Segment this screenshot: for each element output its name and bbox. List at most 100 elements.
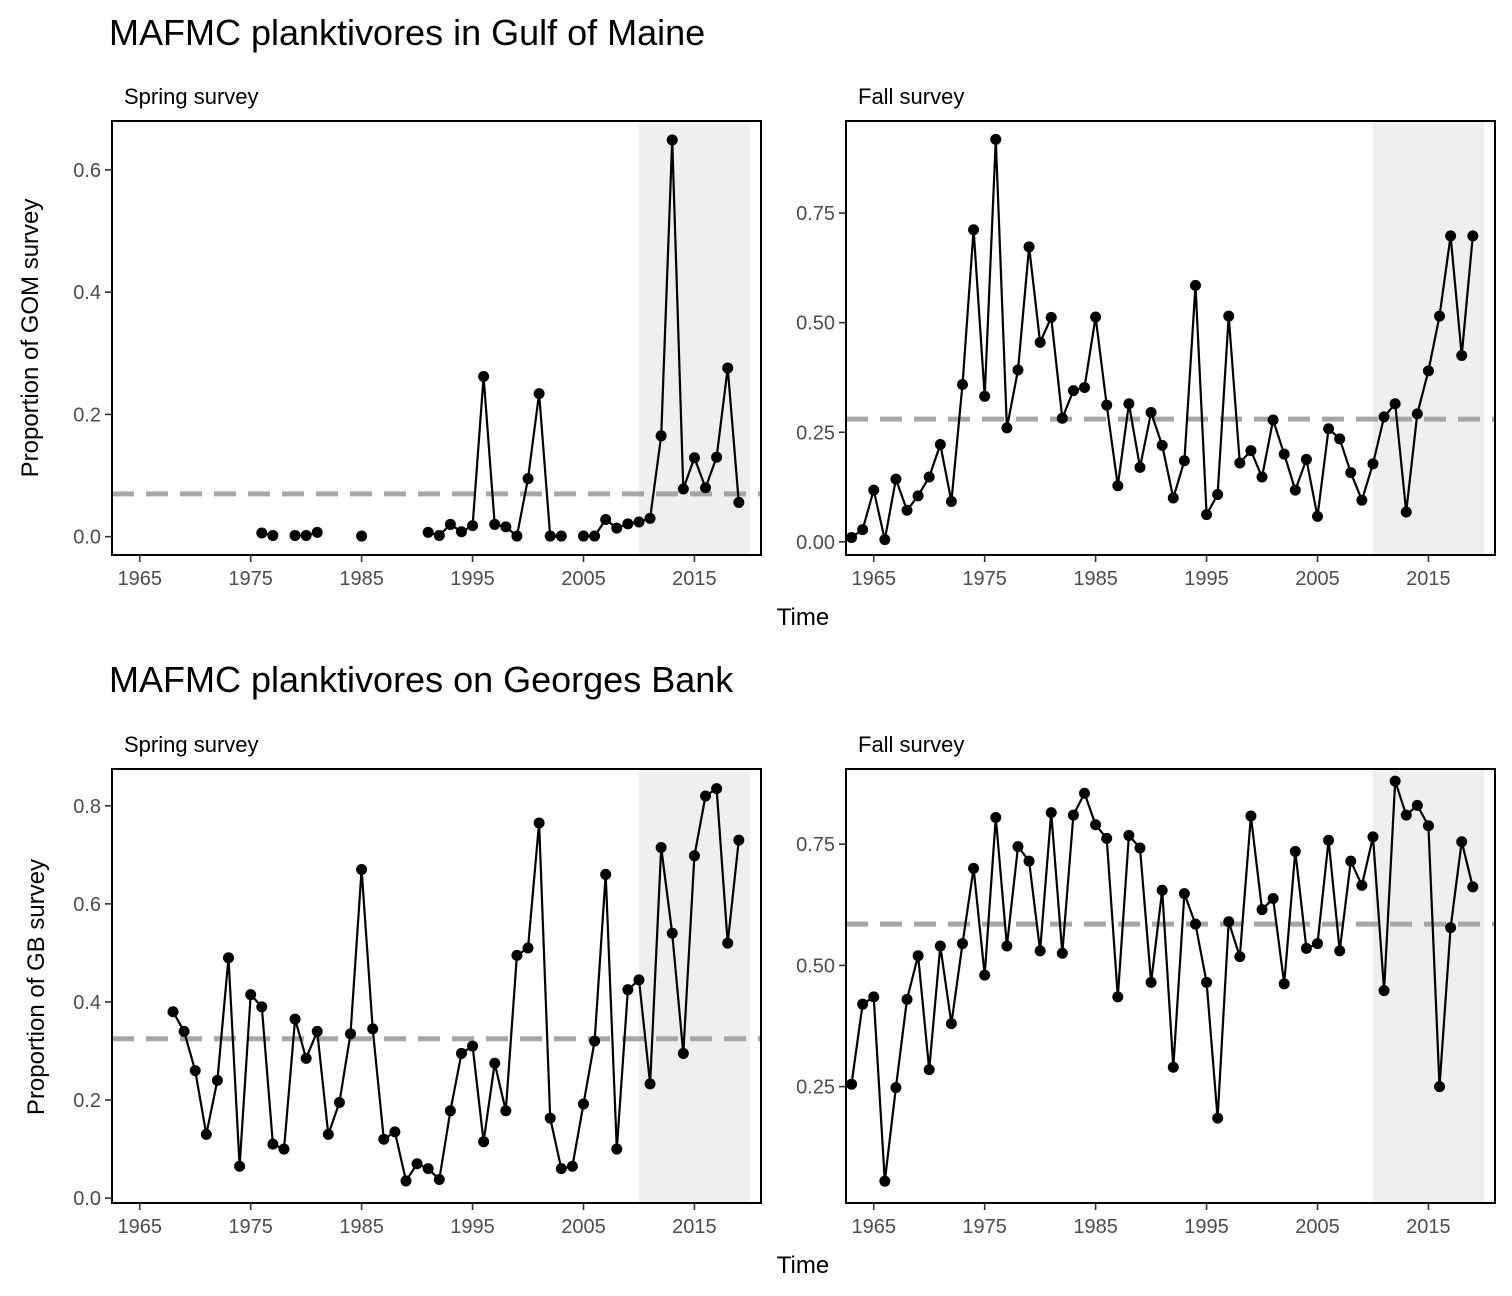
y-tick-label-0.00: 0.00 (796, 532, 835, 554)
y-tick-label-0.0: 0.0 (73, 527, 101, 549)
data-point-gom-spring-1993 (444, 518, 456, 530)
data-point-gom-fall-1997 (1223, 310, 1235, 322)
panel-border (111, 120, 762, 556)
data-point-gom-fall-1977 (1001, 422, 1013, 434)
data-point-gb-spring-2008 (611, 1143, 623, 1155)
data-point-gb-spring-1988 (389, 1126, 401, 1138)
x-tick-label-1975: 1975 (962, 1216, 1007, 1238)
data-point-gb-fall-1978 (1012, 841, 1024, 853)
data-point-gom-fall-1981 (1045, 311, 1057, 323)
data-point-gb-fall-1986 (1101, 832, 1113, 844)
strip-label-gb-spring: Spring survey (124, 732, 259, 757)
data-point-gom-spring-2005 (577, 530, 589, 542)
data-point-gb-fall-2019 (1467, 881, 1479, 893)
data-point-gom-spring-2006 (589, 530, 601, 542)
y-axis-title-gb: Proportion of GB survey (23, 859, 50, 1115)
data-point-gb-fall-2016 (1434, 1081, 1446, 1093)
data-point-gb-fall-2018 (1456, 836, 1468, 848)
data-point-gom-fall-2011 (1378, 411, 1390, 423)
data-point-gb-fall-1966 (879, 1175, 891, 1187)
data-point-gb-fall-1974 (968, 862, 980, 874)
data-point-gom-spring-1991 (422, 526, 434, 538)
data-point-gb-spring-1977 (267, 1138, 279, 1150)
data-point-gom-spring-2007 (600, 514, 612, 526)
data-point-gom-fall-1984 (1079, 382, 1091, 394)
y-tick-label-0.25: 0.25 (796, 422, 835, 444)
y-tick-label-0.6: 0.6 (73, 894, 101, 916)
data-point-gom-spring-1994 (455, 526, 467, 538)
data-point-gom-spring-2015 (688, 452, 700, 464)
data-point-gb-fall-1975 (979, 969, 991, 981)
x-axis-title-gb: Time (777, 1252, 829, 1279)
data-point-gom-spring-1998 (500, 521, 512, 533)
data-point-gb-spring-1987 (378, 1133, 390, 1145)
y-tick-label-0.50: 0.50 (796, 955, 835, 977)
data-point-gb-fall-1972 (945, 1018, 957, 1030)
data-point-gb-fall-1987 (1112, 991, 1124, 1003)
data-point-gb-fall-1963 (846, 1078, 858, 1090)
data-point-gom-fall-1986 (1101, 399, 1113, 411)
data-point-gb-fall-1981 (1045, 807, 1057, 819)
recent-period-shade (638, 769, 751, 1203)
data-point-gb-spring-1970 (189, 1065, 201, 1077)
x-tick-label-1995: 1995 (450, 1216, 495, 1238)
data-point-gb-spring-1999 (511, 949, 523, 961)
data-point-gom-fall-2014 (1411, 408, 1423, 420)
data-point-gb-spring-1993 (444, 1105, 456, 1117)
data-point-gom-spring-1996 (478, 371, 490, 383)
chart-title-gb: MAFMC planktivores on Georges Bank (109, 659, 734, 700)
data-point-gb-fall-1964 (857, 998, 869, 1010)
x-tick-label-1965: 1965 (851, 568, 896, 590)
data-point-gb-spring-1979 (289, 1013, 301, 1025)
data-point-gb-fall-1969 (912, 950, 924, 962)
data-point-gom-fall-1976 (990, 133, 1002, 145)
data-point-gom-fall-1971 (934, 439, 946, 451)
x-tick-label-1965: 1965 (117, 568, 162, 590)
data-point-gb-fall-1976 (990, 811, 1002, 823)
data-point-gb-fall-2005 (1311, 938, 1323, 950)
data-point-gb-spring-1990 (411, 1158, 423, 1170)
y-tick-label-0.8: 0.8 (73, 796, 101, 818)
x-tick-label-2015: 2015 (672, 1216, 717, 1238)
series-line-gom-spring-3 (427, 375, 562, 538)
data-point-gb-fall-1998 (1234, 951, 1246, 963)
data-point-gom-spring-2016 (700, 482, 712, 494)
data-point-gom-spring-2009 (622, 518, 634, 530)
recent-period-shade (1372, 121, 1485, 555)
data-point-gom-fall-1994 (1189, 279, 1201, 291)
data-point-gom-spring-2012 (655, 430, 667, 442)
data-point-gb-fall-1983 (1067, 809, 1079, 821)
panel-border (845, 768, 1496, 1204)
data-point-gb-fall-2002 (1278, 978, 1290, 990)
data-point-gb-spring-1972 (211, 1074, 223, 1086)
data-point-gom-fall-2016 (1434, 310, 1446, 322)
data-point-gom-fall-1989 (1134, 461, 1146, 473)
data-point-gb-fall-1990 (1145, 976, 1157, 988)
data-point-gb-spring-2007 (600, 868, 612, 880)
data-point-gb-fall-2014 (1411, 799, 1423, 811)
data-point-gb-fall-1992 (1167, 1061, 1179, 1073)
data-point-gom-spring-2003 (555, 530, 567, 542)
data-point-gb-fall-1977 (1001, 940, 1013, 952)
data-point-gom-spring-1979 (289, 529, 301, 541)
data-point-gom-fall-2017 (1445, 230, 1457, 242)
strip-label-gom-spring: Spring survey (124, 84, 259, 109)
data-point-gb-spring-1983 (333, 1096, 345, 1108)
data-point-gb-spring-2015 (688, 850, 700, 862)
data-point-gom-spring-1985 (356, 530, 368, 542)
data-point-gb-fall-1973 (956, 938, 968, 950)
data-point-gb-fall-2015 (1422, 820, 1434, 832)
x-tick-label-2005: 2005 (1295, 568, 1340, 590)
data-point-gb-spring-2012 (655, 841, 667, 853)
data-point-gom-fall-1985 (1090, 311, 1102, 323)
data-point-gb-spring-1976 (256, 1001, 268, 1013)
data-point-gb-spring-1998 (500, 1105, 512, 1117)
data-point-gom-spring-2013 (666, 134, 678, 146)
data-point-gb-spring-1978 (278, 1143, 290, 1155)
data-point-gb-fall-2009 (1356, 879, 1368, 891)
data-point-gb-fall-2011 (1378, 985, 1390, 997)
data-point-gom-spring-2011 (644, 512, 656, 524)
data-point-gb-fall-1997 (1223, 916, 1235, 928)
y-tick-label-0.25: 0.25 (796, 1077, 835, 1099)
data-point-gom-spring-2014 (677, 483, 689, 495)
